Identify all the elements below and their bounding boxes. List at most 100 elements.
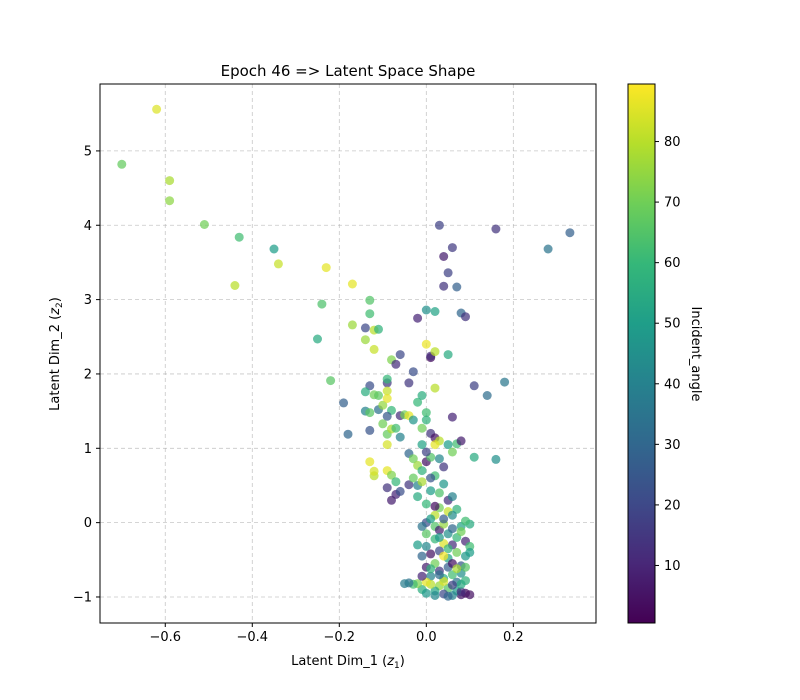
scatter-point bbox=[408, 415, 418, 425]
y-tick-label: 0 bbox=[84, 516, 92, 531]
colorbar-tick-label: 50 bbox=[664, 317, 681, 332]
scatter-point bbox=[447, 412, 457, 422]
scatter-point bbox=[443, 440, 453, 450]
scatter-point bbox=[365, 457, 375, 467]
scatter-point bbox=[443, 268, 453, 278]
scatter-point bbox=[417, 391, 427, 400]
y-tick-label: 3 bbox=[84, 293, 92, 308]
scatter-point bbox=[443, 591, 453, 601]
scatter-point bbox=[439, 479, 449, 489]
scatter-point bbox=[165, 176, 175, 186]
scatter-point bbox=[382, 483, 392, 493]
scatter-point bbox=[273, 259, 283, 269]
scatter-point bbox=[426, 486, 436, 496]
chart-title: Epoch 46 => Latent Space Shape bbox=[221, 62, 476, 80]
scatter-point bbox=[347, 320, 357, 330]
scatter-point bbox=[447, 243, 457, 253]
scatter-point bbox=[430, 347, 440, 357]
colorbar-tick-label: 80 bbox=[664, 135, 681, 150]
scatter-point bbox=[382, 374, 392, 384]
scatter-point bbox=[430, 501, 440, 511]
scatter-point bbox=[421, 541, 431, 551]
scatter-point bbox=[421, 499, 431, 509]
scatter-point bbox=[413, 492, 423, 502]
scatter-point bbox=[378, 400, 388, 410]
colorbar-ticks: 10 20 30 40 50 60 70 80 bbox=[655, 135, 681, 574]
x-tick-label: −0.6 bbox=[149, 630, 181, 645]
scatter-point bbox=[482, 391, 492, 400]
scatter-point bbox=[417, 521, 427, 531]
scatter-point bbox=[117, 159, 127, 169]
scatter-point bbox=[230, 281, 240, 290]
scatter-point bbox=[395, 486, 405, 496]
scatter-point bbox=[365, 425, 375, 435]
plot-area: −0.6 −0.4 −0.2 0.0 0.2 −1 0 1 2 3 4 5 bbox=[73, 83, 597, 645]
scatter-point bbox=[439, 514, 449, 524]
scatter-point bbox=[421, 305, 431, 315]
scatter-point bbox=[395, 350, 405, 360]
scatter-point bbox=[152, 104, 162, 114]
scatter-point bbox=[461, 516, 470, 526]
scatter-point bbox=[469, 452, 479, 462]
scatter-point bbox=[500, 377, 510, 387]
scatter-point bbox=[408, 473, 418, 483]
scatter-point bbox=[461, 312, 470, 322]
scatter-point bbox=[369, 344, 379, 354]
scatter-point bbox=[365, 295, 375, 305]
scatter-point bbox=[391, 477, 401, 487]
scatter-point bbox=[382, 386, 392, 396]
scatter-point bbox=[443, 544, 453, 554]
scatter-point bbox=[234, 232, 244, 242]
scatter-point bbox=[269, 244, 279, 254]
scatter-point bbox=[408, 367, 418, 377]
scatter-point bbox=[421, 408, 431, 418]
colorbar-tick-label: 70 bbox=[664, 196, 681, 211]
scatter-point bbox=[426, 564, 436, 574]
scatter-point bbox=[365, 309, 375, 319]
scatter-points bbox=[117, 104, 575, 601]
scatter-point bbox=[395, 432, 405, 442]
colorbar: 10 20 30 40 50 60 70 80 Incident_angle bbox=[627, 83, 703, 624]
y-tick-label: 1 bbox=[84, 442, 92, 457]
scatter-point bbox=[421, 588, 431, 598]
scatter-point bbox=[421, 415, 431, 425]
scatter-point bbox=[439, 576, 449, 586]
scatter-point bbox=[447, 492, 457, 502]
scatter-point bbox=[343, 429, 353, 439]
scatter-point bbox=[321, 263, 331, 273]
x-tick-label: −0.2 bbox=[324, 630, 356, 645]
scatter-point bbox=[430, 307, 440, 316]
y-axis-label: Latent Dim_2 (z2) bbox=[48, 297, 65, 411]
scatter-point bbox=[430, 440, 440, 450]
scatter-point bbox=[491, 224, 501, 234]
scatter-point bbox=[165, 196, 175, 206]
x-axis-ticks: −0.6 −0.4 −0.2 0.0 0.2 bbox=[149, 623, 524, 645]
scatter-point bbox=[426, 549, 436, 559]
scatter-point bbox=[439, 252, 449, 261]
scatter-point bbox=[360, 387, 370, 397]
scatter-point bbox=[391, 423, 401, 433]
scatter-point bbox=[360, 323, 370, 333]
scatter-point bbox=[382, 440, 392, 450]
y-tick-label: 4 bbox=[84, 219, 92, 234]
scatter-point bbox=[456, 527, 466, 537]
scatter-point bbox=[417, 466, 427, 476]
scatter-point bbox=[374, 391, 383, 400]
scatter-point bbox=[326, 376, 336, 386]
scatter-point bbox=[439, 462, 449, 472]
scatter-point bbox=[434, 570, 444, 580]
scatter-point bbox=[452, 282, 462, 292]
scatter-point bbox=[421, 339, 431, 349]
scatter-point bbox=[456, 579, 466, 589]
y-tick-label: 2 bbox=[84, 367, 92, 382]
scatter-point bbox=[417, 477, 427, 487]
scatter-point bbox=[452, 564, 462, 574]
scatter-point bbox=[417, 423, 427, 433]
scatter-point bbox=[347, 279, 357, 289]
colorbar-tick-label: 20 bbox=[664, 498, 681, 513]
colorbar-tick-label: 30 bbox=[664, 438, 681, 453]
scatter-point bbox=[413, 313, 423, 323]
scatter-point bbox=[421, 447, 431, 457]
scatter-point bbox=[382, 394, 392, 403]
scatter-point bbox=[439, 281, 449, 291]
